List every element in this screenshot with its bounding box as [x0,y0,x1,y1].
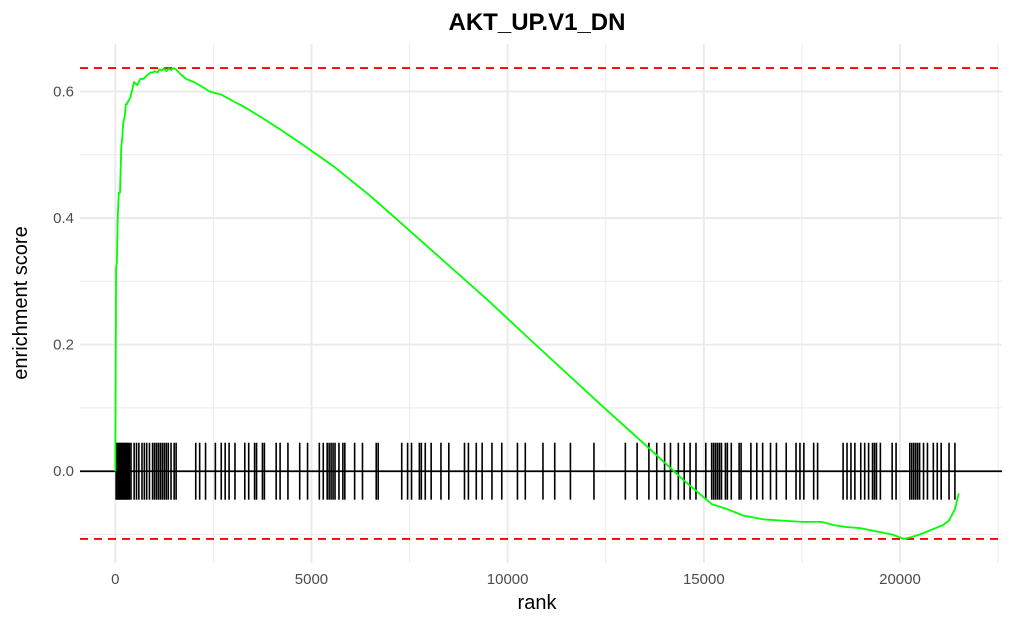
x-axis-label: rank [518,592,558,614]
x-tick-label: 15000 [683,571,725,588]
x-tick-label: 0 [111,571,119,588]
y-tick-label: 0.4 [53,210,74,227]
y-tick-label: 0.0 [53,463,74,480]
y-tick-label: 0.2 [53,337,74,354]
y-tick-label: 0.6 [53,83,74,100]
x-tick-label: 10000 [487,571,529,588]
bound-layer [80,67,1002,540]
y-tick-labels: 0.0 0.2 0.4 0.6 [53,83,74,480]
enrichment-curve [114,67,960,540]
grid-layer [80,44,1002,563]
chart-title: AKT_UP.V1_DN [449,9,626,36]
y-axis-label: enrichment score [10,226,32,379]
x-tick-labels: 0 5000 10000 15000 20000 [111,571,921,588]
curve-layer [114,67,960,540]
x-tick-label: 5000 [295,571,328,588]
x-tick-label: 20000 [879,571,921,588]
